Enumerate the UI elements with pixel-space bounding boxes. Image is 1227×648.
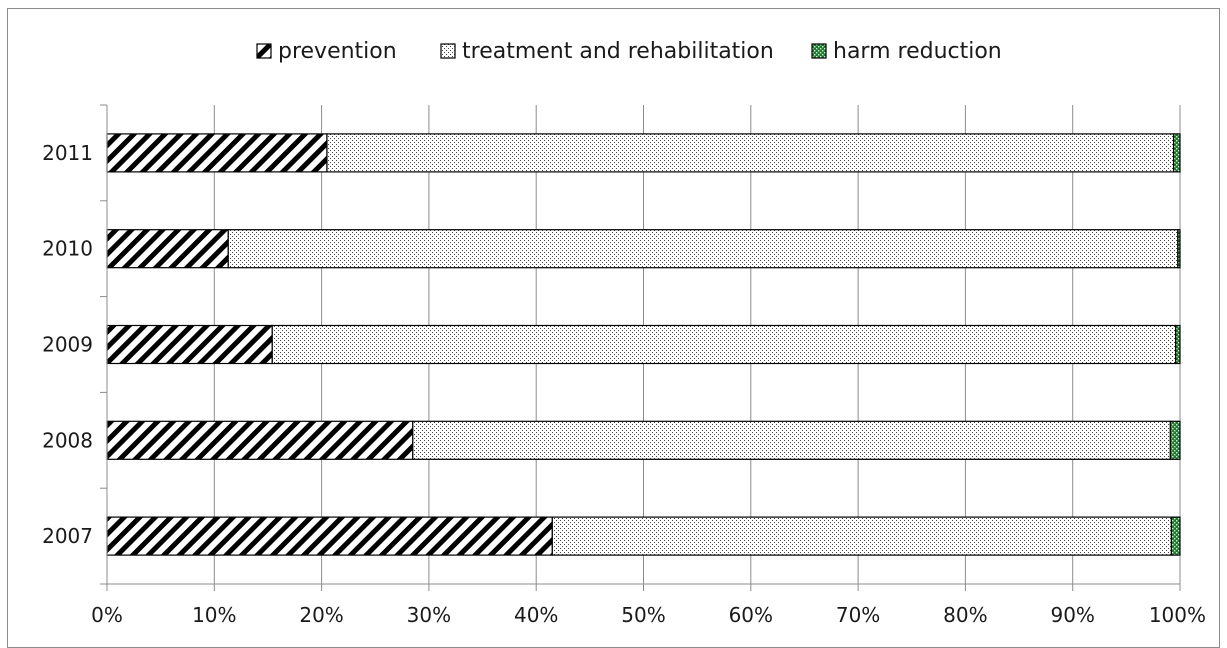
x-tick-label: 20% xyxy=(299,603,343,627)
x-tick-label: 0% xyxy=(91,603,123,627)
bar-segment xyxy=(1170,516,1181,556)
legend-label: harm reduction xyxy=(833,39,1002,64)
y-tick-label: 2009 xyxy=(42,333,93,357)
x-tick-label: 80% xyxy=(943,603,987,627)
bar-segment xyxy=(227,229,1179,269)
x-tick-label: 100% xyxy=(1149,603,1206,627)
y-axis-labels: 2007 2008 2009 2010 2011 xyxy=(42,141,93,548)
bar-segment xyxy=(106,133,328,173)
x-axis-labels: 0% 10% 20% 30% 40% 50% 60% 70% 80% 90% 100% xyxy=(91,603,1206,627)
legend-label: treatment and rehabilitation xyxy=(462,39,774,64)
bar-segment xyxy=(106,324,273,365)
bar-segment xyxy=(106,516,553,556)
x-tick-label: 10% xyxy=(192,603,236,627)
x-tick-label: 90% xyxy=(1050,603,1094,627)
y-tick-label: 2007 xyxy=(42,524,93,548)
x-tick-label: 70% xyxy=(836,603,880,627)
legend: prevention treatment and rehabilitation ha… xyxy=(256,39,1002,64)
y-tick-label: 2011 xyxy=(42,141,93,165)
x-tick-label: 50% xyxy=(621,603,665,627)
y-tick-label: 2010 xyxy=(42,237,93,261)
bar-segment xyxy=(271,324,1177,365)
bar-segment xyxy=(1172,133,1181,173)
legend-label: prevention xyxy=(278,39,397,64)
legend-swatch xyxy=(440,43,456,59)
bar-segment xyxy=(551,516,1173,556)
bar-segment xyxy=(412,420,1171,460)
x-tick-label: 60% xyxy=(729,603,773,627)
bar-segment xyxy=(106,229,229,269)
x-tick-label: 40% xyxy=(514,603,558,627)
axes xyxy=(100,104,1181,591)
y-tick-label: 2008 xyxy=(42,428,93,452)
bar-segment xyxy=(1177,229,1181,269)
legend-swatch xyxy=(811,43,827,59)
x-tick-label: 30% xyxy=(407,603,451,627)
legend-swatch xyxy=(256,43,272,59)
bar-segment xyxy=(326,133,1175,173)
bar-segment xyxy=(1175,324,1181,365)
bar-segment xyxy=(1169,420,1181,460)
bars xyxy=(106,133,1181,556)
bar-segment xyxy=(106,420,414,460)
